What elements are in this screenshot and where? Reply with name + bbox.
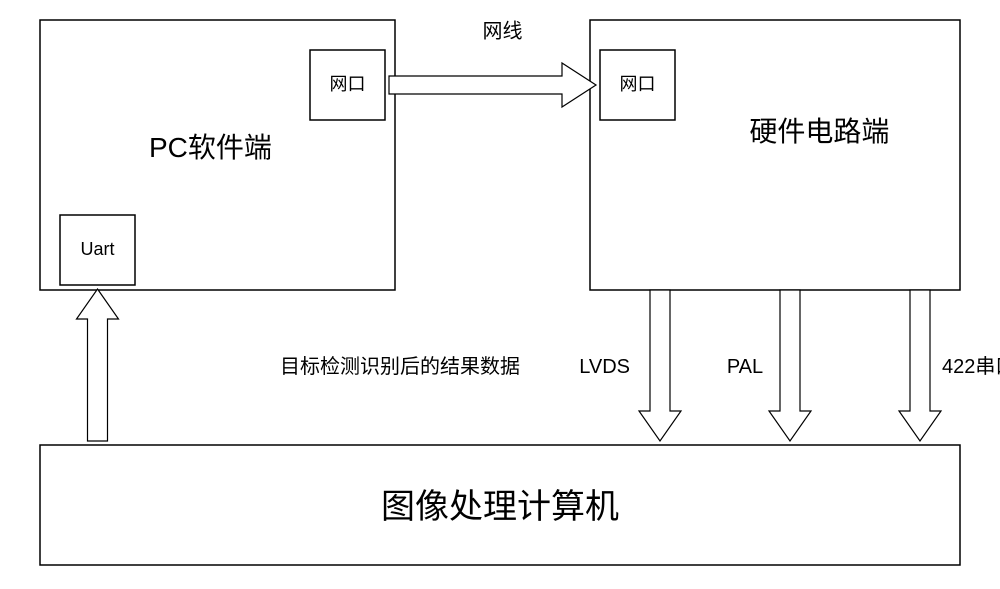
serial422-label: 422串口线: [942, 355, 1000, 378]
hw-net-port-label: 网口: [620, 74, 656, 94]
serial422-arrow: [899, 290, 941, 441]
network-cable-label: 网线: [483, 19, 523, 42]
pal-label: PAL: [727, 356, 763, 378]
network-cable-arrow: [389, 63, 596, 107]
pc-software-label: PC软件端: [149, 132, 272, 163]
pc-uart-port-label: Uart: [80, 239, 114, 259]
result-data-label: 目标检测识别后的结果数据: [280, 355, 520, 378]
image-processor-label: 图像处理计算机: [381, 488, 619, 526]
pc-net-port-label: 网口: [330, 74, 366, 94]
lvds-arrow: [639, 290, 681, 441]
hardware-circuit-label: 硬件电路端: [749, 116, 889, 147]
lvds-label: LVDS: [579, 356, 630, 378]
pal-arrow: [769, 290, 811, 441]
uart-return-arrow: [77, 289, 119, 441]
